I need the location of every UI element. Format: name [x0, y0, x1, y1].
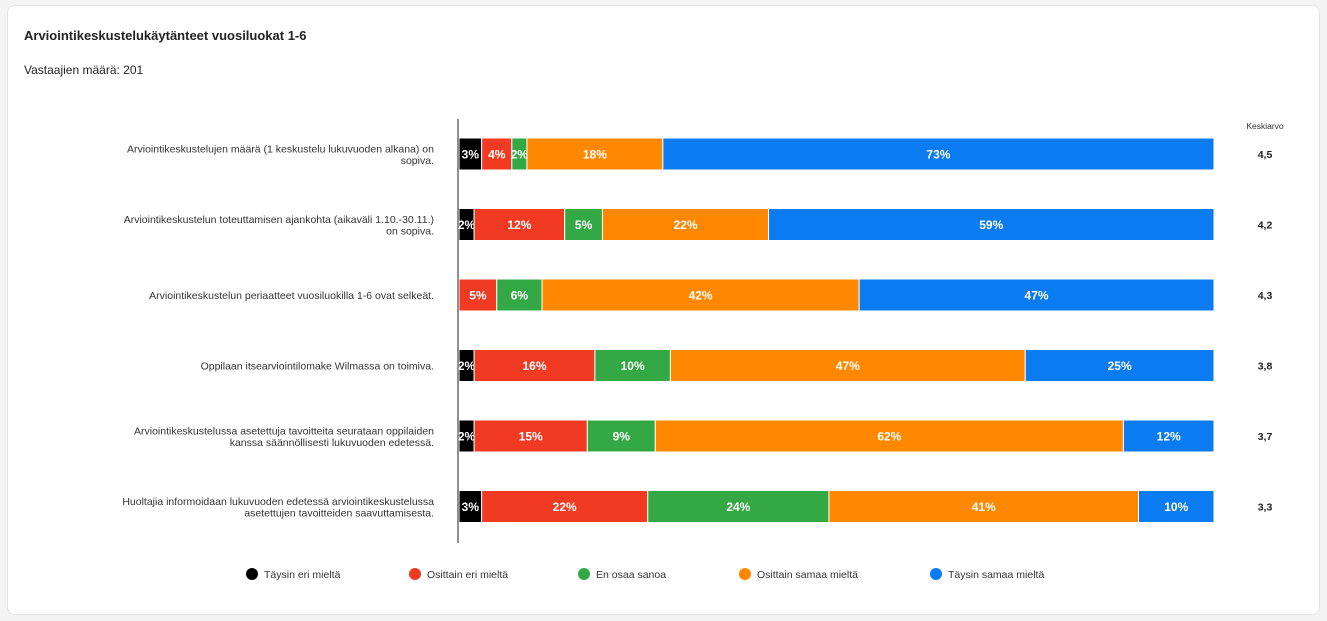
average-value: 4,3: [1258, 290, 1273, 302]
bar-segment: [481, 490, 649, 523]
bar-segment: [1024, 349, 1215, 382]
average-header: Keskiarvo: [1246, 121, 1284, 131]
data-label: 42%: [689, 289, 713, 303]
bar-segment: [496, 278, 543, 312]
bar-segment: [858, 278, 1215, 312]
data-label: 3%: [462, 148, 480, 162]
data-label: 41%: [972, 500, 996, 514]
data-label: 12%: [1157, 430, 1181, 444]
data-label: 2%: [458, 430, 476, 444]
data-label: 10%: [621, 359, 645, 373]
category-label: Arviointikeskustelujen määrä (1 keskuste…: [127, 143, 434, 167]
chart-card: Arviointikeskustelukäytänteet vuosiluoka…: [7, 5, 1320, 615]
data-label: 47%: [1025, 289, 1049, 303]
legend-marker: [578, 568, 590, 580]
respondent-count: Vastaajien määrä: 201: [24, 63, 144, 77]
bar-segment: [828, 490, 1139, 523]
category-label: Arviointikeskustelun periaatteet vuosilu…: [149, 290, 434, 302]
chart-title: Arviointikeskustelukäytänteet vuosiluoka…: [24, 28, 307, 43]
data-label: 2%: [458, 218, 476, 232]
average-value: 4,2: [1258, 220, 1273, 232]
average-value: 3,3: [1258, 502, 1273, 514]
data-label: 73%: [926, 148, 950, 162]
legend-label: Täysin eri mieltä: [264, 569, 341, 581]
bar-segment: [1138, 490, 1215, 523]
data-label: 62%: [877, 430, 901, 444]
legend-marker: [739, 568, 751, 580]
bar-segment: [669, 349, 1026, 382]
data-label: 4%: [488, 148, 506, 162]
bar-segment: [647, 490, 830, 523]
data-label: 12%: [507, 218, 531, 232]
data-label: 10%: [1164, 500, 1188, 514]
data-label: 16%: [522, 359, 546, 373]
category-label: Arviointikeskustelun toteuttamisen ajank…: [124, 214, 434, 238]
bar-segment: [601, 208, 770, 241]
stacked-bar-chart: Keskiarvo Arviointikeskustelujen määrä (1…: [122, 119, 1284, 581]
bar-segment: [1122, 419, 1215, 453]
data-label: 22%: [673, 218, 697, 232]
bar-segment: [473, 349, 596, 382]
bar-segment: [594, 349, 671, 382]
average-value: 3,8: [1258, 361, 1273, 373]
data-label: 5%: [469, 289, 487, 303]
bar-segment: [662, 137, 1215, 171]
average-value: 3,7: [1258, 431, 1273, 443]
data-label: 9%: [613, 430, 631, 444]
category-label: Huoltajia informoidaan lukuvuoden edetes…: [122, 496, 434, 520]
data-label: 24%: [726, 500, 750, 514]
data-label: 15%: [519, 430, 543, 444]
legend-marker: [246, 568, 258, 580]
bar-segment: [481, 137, 513, 171]
category-label: Arviointikeskustelussa asetettuja tavoit…: [134, 425, 434, 449]
legend-label: Osittain samaa mieltä: [757, 569, 858, 581]
bar-segment: [768, 208, 1215, 241]
data-label: 2%: [511, 148, 529, 162]
data-label: 25%: [1108, 359, 1132, 373]
data-label: 5%: [575, 218, 593, 232]
bar-segment: [541, 278, 860, 312]
legend-label: Täysin samaa mieltä: [948, 569, 1044, 581]
bar-segment: [654, 419, 1124, 453]
data-label: 3%: [462, 500, 480, 514]
legend-label: Osittain eri mieltä: [427, 569, 508, 581]
bar-segment: [458, 278, 498, 312]
bar-segment: [586, 419, 656, 453]
bar-segment: [473, 208, 566, 241]
legend-label: En osaa sanoa: [596, 569, 666, 581]
legend-marker: [409, 568, 421, 580]
data-label: 22%: [553, 500, 577, 514]
data-label: 59%: [979, 218, 1003, 232]
bar-segment: [473, 419, 588, 453]
data-label: 47%: [836, 359, 860, 373]
average-value: 4,5: [1258, 149, 1273, 161]
data-label: 2%: [458, 359, 476, 373]
data-label: 18%: [583, 148, 607, 162]
legend-marker: [930, 568, 942, 580]
bar-segment: [564, 208, 603, 241]
data-label: 6%: [511, 289, 529, 303]
category-label: Oppilaan itsearviointilomake Wilmassa on…: [201, 361, 434, 373]
